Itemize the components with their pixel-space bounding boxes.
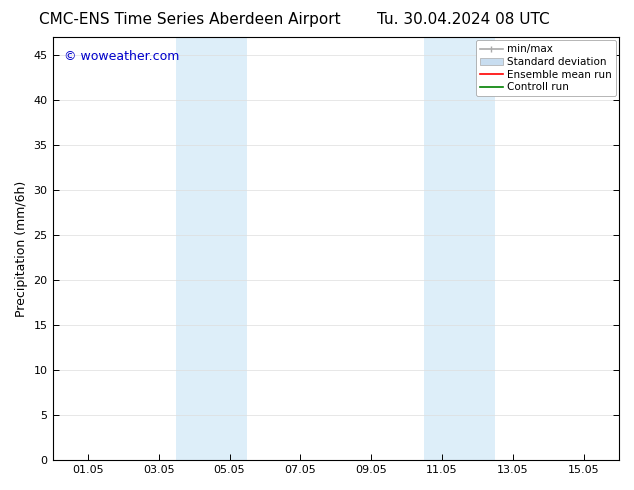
Text: Tu. 30.04.2024 08 UTC: Tu. 30.04.2024 08 UTC bbox=[377, 12, 549, 27]
Legend: min/max, Standard deviation, Ensemble mean run, Controll run: min/max, Standard deviation, Ensemble me… bbox=[476, 40, 616, 97]
Bar bbox=[212, 37, 247, 460]
Bar bbox=[424, 37, 460, 460]
Y-axis label: Precipitation (mm/6h): Precipitation (mm/6h) bbox=[15, 180, 28, 317]
Bar bbox=[176, 37, 212, 460]
Bar bbox=[460, 37, 495, 460]
Text: © woweather.com: © woweather.com bbox=[64, 50, 179, 63]
Text: CMC-ENS Time Series Aberdeen Airport: CMC-ENS Time Series Aberdeen Airport bbox=[39, 12, 341, 27]
